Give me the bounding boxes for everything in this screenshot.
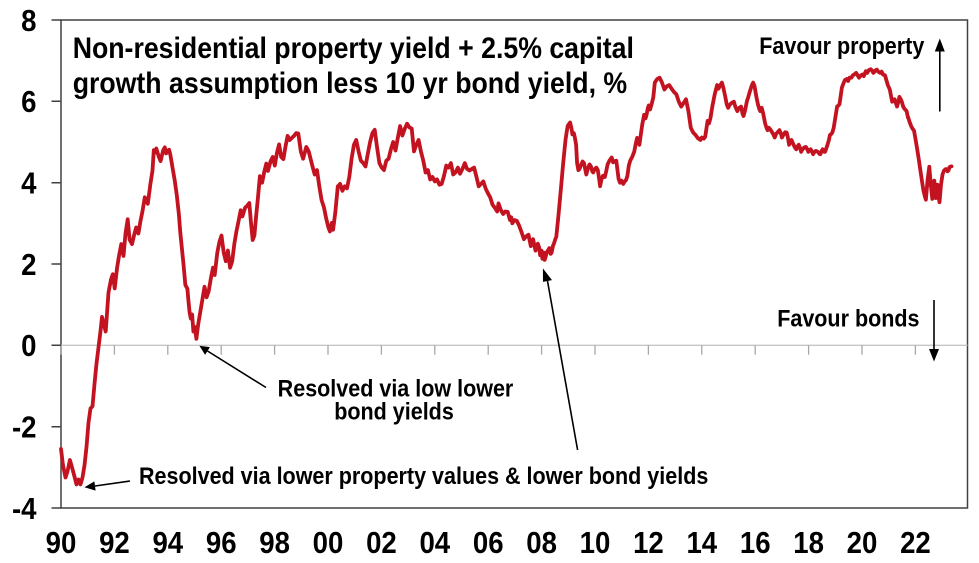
svg-text:growth assumption less 10 yr b: growth assumption less 10 yr bond yield,…	[73, 66, 627, 100]
svg-text:-2: -2	[12, 410, 37, 445]
svg-text:92: 92	[99, 526, 130, 561]
svg-text:Resolved via low lower: Resolved via low lower	[278, 374, 514, 401]
svg-text:12: 12	[633, 526, 664, 561]
svg-text:22: 22	[900, 526, 931, 561]
svg-text:4: 4	[21, 166, 37, 201]
svg-text:08: 08	[526, 526, 557, 561]
svg-text:16: 16	[740, 526, 771, 561]
svg-text:8: 8	[21, 3, 36, 38]
svg-text:02: 02	[366, 526, 397, 561]
svg-text:18: 18	[793, 526, 824, 561]
svg-text:94: 94	[152, 526, 183, 561]
svg-text:0: 0	[21, 329, 36, 364]
svg-text:10: 10	[580, 526, 611, 561]
svg-text:20: 20	[847, 526, 878, 561]
svg-text:96: 96	[206, 526, 237, 561]
svg-text:04: 04	[419, 526, 450, 561]
svg-text:Favour property: Favour property	[759, 32, 924, 59]
svg-text:00: 00	[313, 526, 344, 561]
svg-text:90: 90	[46, 526, 77, 561]
svg-text:bond yields: bond yields	[334, 397, 454, 424]
svg-text:98: 98	[259, 526, 290, 561]
svg-text:14: 14	[686, 526, 717, 561]
svg-text:Resolved via lower property va: Resolved via lower property values & low…	[139, 462, 708, 489]
svg-text:Favour bonds: Favour bonds	[777, 304, 919, 331]
svg-text:Non-residential property yield: Non-residential property yield + 2.5% ca…	[73, 32, 634, 66]
svg-text:6: 6	[21, 85, 36, 120]
svg-text:06: 06	[473, 526, 504, 561]
svg-text:-4: -4	[12, 491, 37, 526]
svg-text:2: 2	[21, 247, 36, 282]
